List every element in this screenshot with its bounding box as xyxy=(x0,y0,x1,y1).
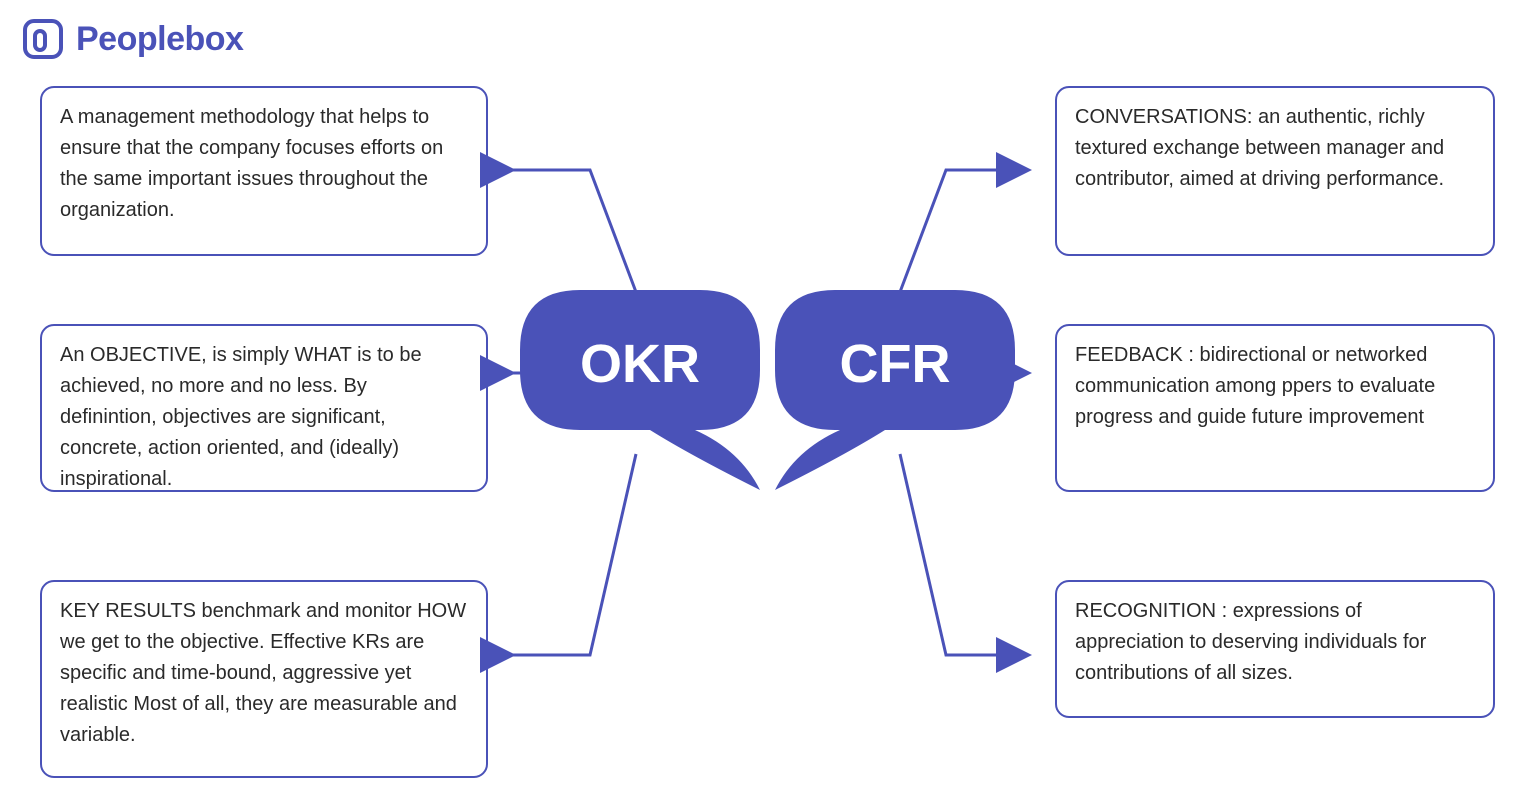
box-text: RECOGNITION : expressions of appreciatio… xyxy=(1075,600,1426,684)
connector-cfr-1 xyxy=(900,170,1026,292)
box-text: CONVERSATIONS: an authentic, richly text… xyxy=(1075,106,1444,190)
okr-label: OKR xyxy=(580,333,700,395)
box-text: KEY RESULTS benchmark and monitor HOW we… xyxy=(60,600,466,746)
box-text: FEEDBACK : bidirectional or networked co… xyxy=(1075,344,1435,428)
brand-logo: Peoplebox xyxy=(22,18,243,60)
okr-box-methodology: A management methodology that helps to e… xyxy=(40,86,488,256)
central-cfr-bubble: CFR xyxy=(775,290,1015,455)
box-text: An OBJECTIVE, is simply WHAT is to be ac… xyxy=(60,344,422,490)
box-text: A management methodology that helps to e… xyxy=(60,106,443,221)
peoplebox-icon xyxy=(22,18,64,60)
cfr-label: CFR xyxy=(840,333,951,395)
okr-box-key-results: KEY RESULTS benchmark and monitor HOW we… xyxy=(40,580,488,778)
cfr-box-conversations: CONVERSATIONS: an authentic, richly text… xyxy=(1055,86,1495,256)
connector-okr-1 xyxy=(510,170,636,292)
cfr-box-recognition: RECOGNITION : expressions of appreciatio… xyxy=(1055,580,1495,718)
okr-box-objective: An OBJECTIVE, is simply WHAT is to be ac… xyxy=(40,324,488,492)
brand-name: Peoplebox xyxy=(76,20,243,59)
cfr-box-feedback: FEEDBACK : bidirectional or networked co… xyxy=(1055,324,1495,492)
central-okr-bubble: OKR xyxy=(520,290,760,455)
